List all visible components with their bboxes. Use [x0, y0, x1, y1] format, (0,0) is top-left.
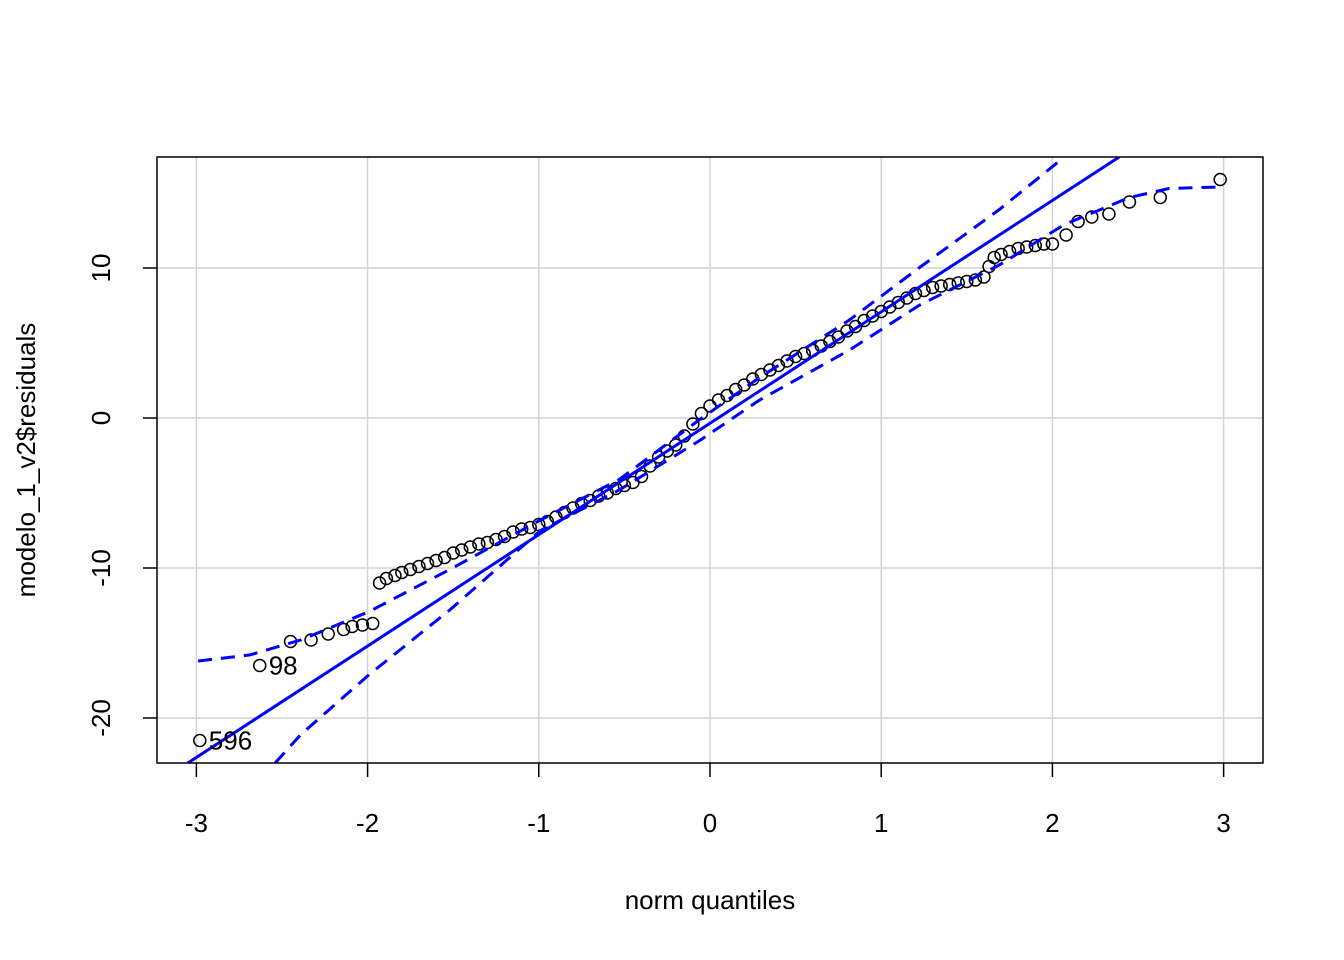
x-tick-label: -3 — [185, 808, 208, 838]
point — [437, 550, 452, 565]
plot-frame — [156, 156, 1264, 764]
point — [1045, 237, 1060, 251]
point-label: 596 — [209, 725, 252, 755]
point — [754, 367, 769, 382]
point — [372, 576, 387, 590]
x-tick-label: 0 — [703, 808, 717, 838]
point — [994, 247, 1008, 262]
point — [379, 571, 394, 586]
point — [497, 529, 512, 544]
point — [771, 358, 786, 373]
point — [968, 273, 983, 287]
point — [365, 616, 380, 631]
point — [951, 276, 966, 290]
point — [472, 537, 486, 551]
point — [252, 658, 267, 673]
point-label: 98 — [269, 650, 298, 680]
point — [797, 346, 811, 361]
point — [395, 565, 409, 580]
point — [1085, 210, 1099, 224]
point — [925, 280, 940, 295]
point — [454, 543, 469, 557]
point — [388, 568, 402, 583]
y-tick-label: 10 — [86, 254, 116, 283]
y-axis-label: modelo_1_v2$residuals — [11, 323, 41, 598]
point — [193, 733, 207, 748]
point — [463, 540, 478, 554]
point — [355, 618, 370, 632]
point — [480, 535, 495, 550]
x-tick-label: 1 — [874, 808, 888, 838]
point — [865, 309, 880, 323]
point — [1122, 195, 1137, 209]
point — [788, 349, 803, 364]
point — [987, 250, 1001, 265]
reference-line — [186, 157, 1121, 763]
plot-area — [186, 157, 1227, 763]
x-tick-label: 3 — [1216, 808, 1230, 838]
point — [891, 295, 906, 310]
point — [1002, 244, 1017, 259]
point — [1028, 238, 1043, 253]
x-axis-label: norm quantiles — [625, 885, 796, 915]
point — [345, 619, 359, 634]
point — [429, 553, 443, 568]
y-tick-label: 0 — [86, 411, 116, 425]
confidence-band — [274, 185, 1221, 763]
point — [412, 559, 426, 574]
point — [1019, 240, 1034, 254]
point — [780, 354, 794, 368]
point — [321, 627, 335, 641]
point — [1213, 172, 1227, 187]
x-tick-label: 2 — [1045, 808, 1059, 838]
point — [1037, 237, 1051, 251]
confidence-band — [197, 157, 1066, 663]
x-tick-label: -2 — [356, 808, 379, 838]
point — [960, 274, 974, 289]
point — [514, 522, 529, 536]
point — [634, 469, 649, 484]
point — [446, 546, 460, 560]
point — [686, 417, 700, 431]
point — [420, 556, 435, 571]
y-tick-label: -20 — [86, 699, 116, 737]
x-tick-label: -1 — [527, 808, 550, 838]
y-tick-label: -10 — [86, 549, 116, 587]
point — [403, 562, 418, 577]
point — [934, 279, 948, 293]
point — [763, 363, 777, 377]
point — [304, 633, 318, 647]
point — [883, 300, 897, 314]
point — [1102, 207, 1116, 221]
point — [1153, 190, 1168, 205]
point — [1059, 228, 1073, 242]
point — [874, 304, 888, 319]
